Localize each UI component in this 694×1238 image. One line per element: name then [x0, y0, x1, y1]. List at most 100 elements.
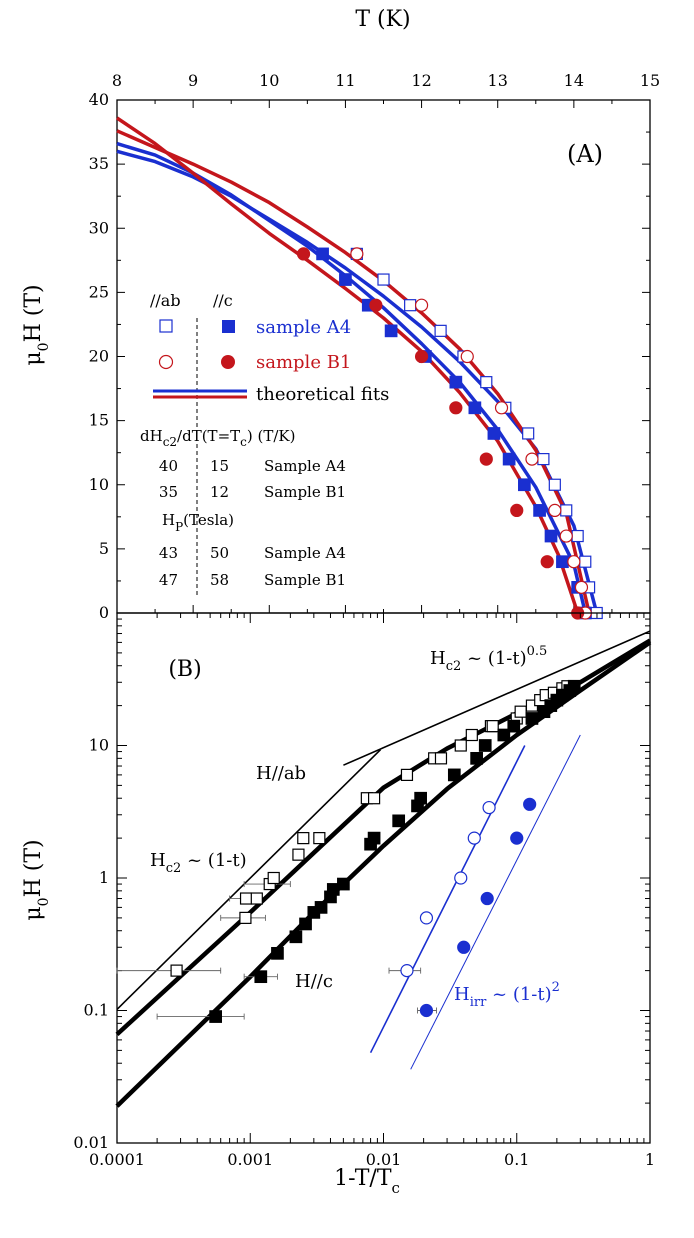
- table-r4-sample: Sample B1: [264, 571, 346, 589]
- panel-b-point: [525, 712, 539, 725]
- panel-a-ylabel-rest: H (T): [21, 284, 46, 342]
- panel-a-xtick-label: 10: [259, 71, 279, 90]
- panel-b-point: [507, 719, 521, 733]
- panel-b-point: [465, 728, 478, 742]
- table-r1-ab: 40: [159, 457, 178, 475]
- legend-a4-ab-marker: [159, 319, 173, 333]
- table-r2-c: 12: [210, 483, 229, 501]
- panel-b-xlabel-sub: c: [392, 1179, 400, 1197]
- panel-b-ylabel-mu: μ: [21, 906, 46, 920]
- panel-a-xtick-label: 12: [411, 71, 431, 90]
- panel-a-point: [369, 298, 383, 312]
- panel-a-point: [449, 401, 463, 415]
- panel-b-point: [314, 901, 328, 914]
- panel-b-point: [454, 871, 468, 885]
- panel-b-point: [510, 831, 524, 845]
- panel-b-label: (B): [168, 657, 201, 682]
- table-r2-sample: Sample B1: [264, 483, 346, 501]
- table-header2-pre: H: [162, 511, 175, 529]
- panel-a-point: [377, 273, 390, 286]
- panel-b-point: [400, 964, 414, 978]
- panel-b-ytick-label: 0.01: [73, 1133, 109, 1152]
- panel-b-point: [447, 768, 461, 782]
- panel-a-xtick-label: 8: [112, 71, 122, 90]
- panel-b-point: [470, 751, 483, 765]
- panel-b-point: [367, 831, 381, 845]
- panel-a-point: [316, 247, 329, 261]
- panel-a-point: [571, 529, 584, 543]
- panel-b-point: [414, 791, 427, 805]
- panel-a-point: [560, 504, 573, 517]
- annot-irr-pre: H: [454, 984, 470, 1005]
- panel-a-ytick-label: 40: [89, 90, 109, 109]
- panel-a-xlabel: T (K): [355, 7, 410, 32]
- panel-b-xtick-label: 1: [645, 1150, 655, 1169]
- panel-a-ytick-label: 20: [89, 347, 109, 366]
- panel-b-point: [297, 832, 310, 845]
- annot-sqrt-sub: c2: [446, 659, 462, 674]
- panel-b-point: [299, 917, 312, 931]
- panel-a-point: [522, 427, 535, 440]
- panel-b-point: [289, 930, 303, 944]
- panel-a-point: [487, 427, 501, 440]
- panel-b-ytick-label: 10: [89, 736, 109, 755]
- table-header1-pre: dH: [140, 427, 163, 445]
- panel-b-point: [480, 891, 494, 906]
- panel-a-point: [518, 478, 531, 492]
- annot-irr-sup: 2: [552, 980, 560, 995]
- panel-b-ytick-label: 0.1: [84, 1001, 109, 1020]
- table-r4-c: 58: [210, 571, 229, 589]
- table-header1-post: ) (T/K): [247, 427, 296, 445]
- panel-b-point: [523, 797, 537, 811]
- annot-lin-sub: c2: [166, 861, 182, 876]
- panel-a-ylabel: μ0H (T): [21, 284, 52, 365]
- panel-a-fit-curve: [116, 149, 599, 614]
- panel-b-xtick-label: 0.01: [366, 1150, 402, 1169]
- panel-b-point: [400, 768, 414, 781]
- panel-b-point: [337, 877, 350, 891]
- table-header1-sub: c2: [163, 435, 177, 449]
- panel-a-point: [510, 503, 524, 517]
- legend-b1-c-marker: [221, 355, 235, 369]
- annot-sqrt-post: ~ (1-t): [461, 648, 526, 669]
- panel-a-point: [567, 555, 581, 569]
- svg-text:Hc2 ~ (1-t): Hc2 ~ (1-t): [150, 850, 247, 876]
- annot-sqrt-pre: H: [430, 648, 446, 669]
- annot-lin-pre: H: [150, 850, 166, 871]
- panel-a-fit-curve: [116, 129, 591, 614]
- panel-a-ytick-label: 30: [89, 218, 109, 237]
- panel-a-point: [449, 375, 463, 389]
- panel-b-reference-line: [116, 749, 382, 1010]
- svg-text:HP(Tesla): HP(Tesla): [162, 511, 234, 534]
- panel-b-point: [170, 964, 183, 977]
- panel-b-point: [209, 1010, 223, 1023]
- svg-text:μ0H (T): μ0H (T): [21, 839, 52, 920]
- panel-a-point: [404, 299, 417, 312]
- panel-a-point: [460, 349, 474, 364]
- panel-b: (B) 1-T/Tc μ0H (T) H//ab H//c Hc2 ~ (1-t…: [21, 612, 655, 1197]
- panel-a-ytick-label: 25: [89, 282, 109, 301]
- annot-irr-sub: irr: [470, 995, 487, 1010]
- legend-b1-ab-marker: [158, 354, 174, 370]
- panel-a-point: [559, 529, 573, 543]
- svg-text:μ0H (T): μ0H (T): [21, 284, 52, 365]
- panel-a-point: [434, 324, 447, 337]
- panel-a-point: [502, 452, 516, 466]
- panel-a-ytick-label: 10: [89, 475, 109, 494]
- table-header1-sub2: c: [240, 435, 247, 449]
- panel-a-legend: //ab //c sample A4 sample B1 theoretical…: [150, 291, 389, 596]
- panel-b-xtick-label: 0.001: [227, 1150, 273, 1169]
- panel-b-ylabel: μ0H (T): [21, 839, 52, 920]
- panel-b-fit-curve: [115, 640, 652, 1108]
- panel-b-ylabel-rest: H (T): [21, 839, 46, 897]
- panel-b-point: [482, 800, 496, 815]
- panel-a-point: [384, 324, 398, 338]
- panel-b-point: [254, 970, 268, 984]
- panel-b-xtick-label: 0.0001: [89, 1150, 145, 1169]
- panel-b-reference-line: [410, 734, 581, 1070]
- panel-b-xtick-label: 0.1: [504, 1150, 529, 1169]
- panel-b-point: [478, 739, 492, 752]
- panel-a-point: [537, 453, 550, 466]
- panel-a-xtick-label: 9: [188, 71, 198, 90]
